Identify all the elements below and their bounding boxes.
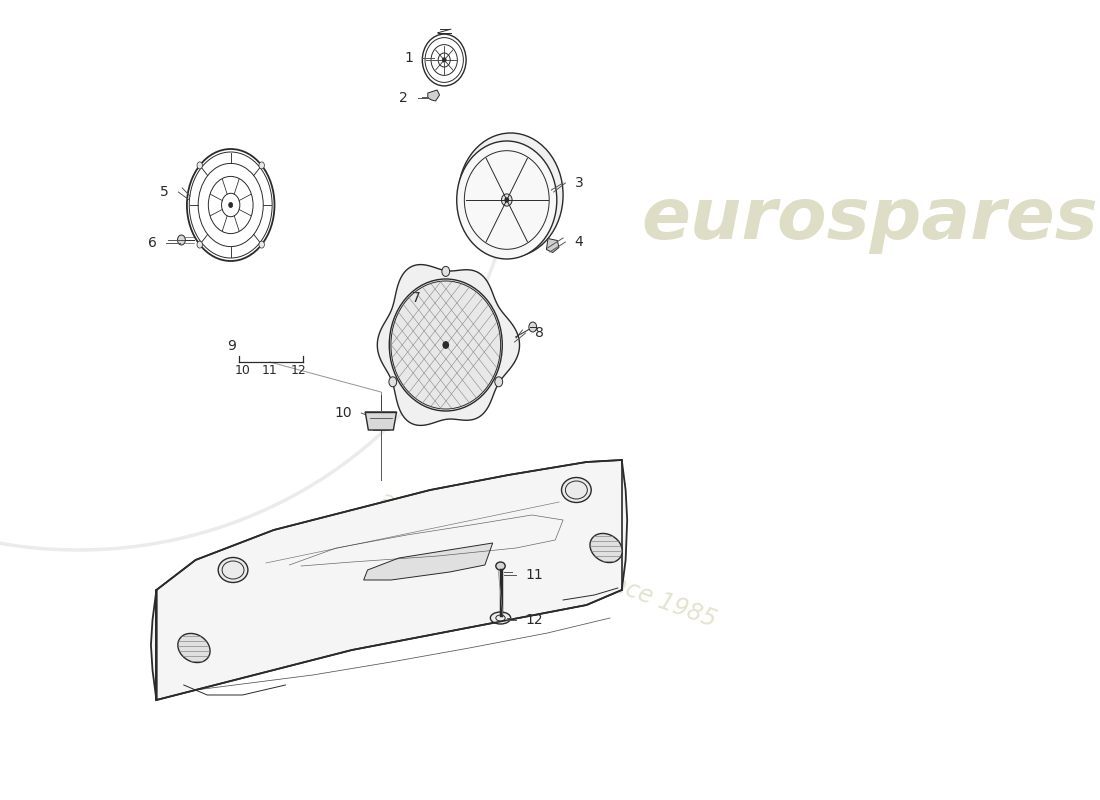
Polygon shape [547,238,559,253]
Polygon shape [151,460,627,700]
Text: 4: 4 [575,235,584,249]
Text: 5: 5 [161,185,169,199]
Ellipse shape [390,281,501,409]
Text: 11: 11 [262,364,277,377]
Ellipse shape [459,133,563,257]
Text: 8: 8 [535,326,543,340]
Text: 9: 9 [227,339,235,353]
Text: 10: 10 [234,364,251,377]
Ellipse shape [456,141,557,259]
Text: 3: 3 [575,176,584,190]
Ellipse shape [505,198,508,202]
Text: 10: 10 [334,406,352,420]
Text: 7: 7 [412,291,420,305]
Text: 12: 12 [290,364,307,377]
Ellipse shape [442,58,447,62]
Circle shape [529,322,537,332]
Ellipse shape [197,241,202,248]
Text: eurospares: eurospares [641,186,1098,254]
Ellipse shape [590,534,623,562]
Ellipse shape [561,478,591,502]
Text: 6: 6 [147,236,156,250]
Ellipse shape [229,202,233,208]
Text: 1: 1 [404,51,412,65]
Circle shape [495,377,503,387]
Circle shape [177,235,185,245]
Circle shape [442,266,450,276]
Ellipse shape [178,634,210,662]
Polygon shape [377,265,519,426]
Ellipse shape [197,162,202,169]
Ellipse shape [218,558,248,582]
Text: 12: 12 [526,613,543,627]
Text: 2: 2 [399,91,408,105]
Polygon shape [364,543,493,580]
Ellipse shape [502,194,513,206]
Ellipse shape [258,162,264,169]
Ellipse shape [491,612,510,624]
Ellipse shape [389,279,503,411]
Ellipse shape [443,342,449,348]
Ellipse shape [496,562,505,570]
Ellipse shape [258,241,264,248]
Text: 11: 11 [526,568,543,582]
Circle shape [389,377,397,387]
Polygon shape [428,90,440,101]
Text: a passion for parts since 1985: a passion for parts since 1985 [376,488,719,632]
Polygon shape [365,412,396,430]
